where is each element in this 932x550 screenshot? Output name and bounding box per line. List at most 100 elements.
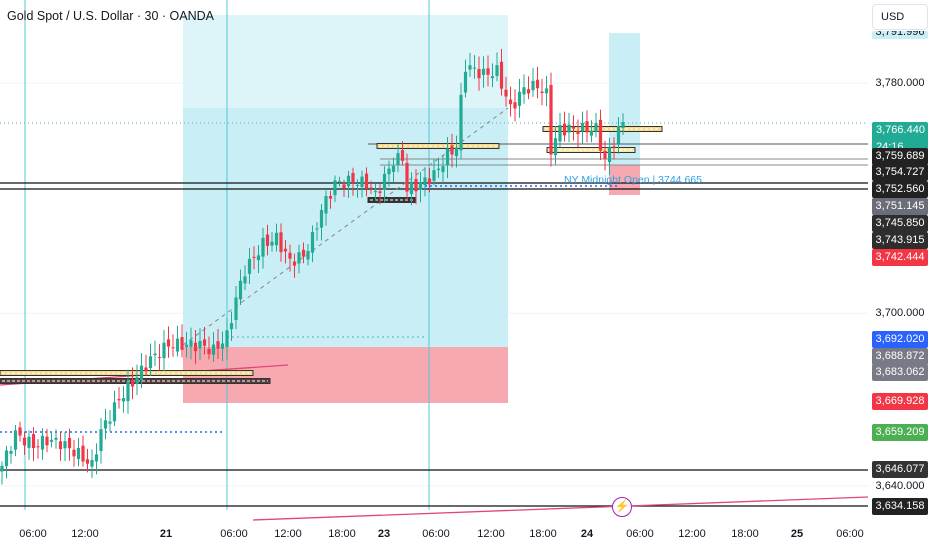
candle-body bbox=[31, 434, 36, 449]
candle-body bbox=[589, 130, 594, 136]
candle-body bbox=[409, 181, 414, 195]
candle-body bbox=[436, 168, 441, 171]
candle-body bbox=[481, 68, 486, 75]
candle-body bbox=[495, 65, 499, 76]
candle-body bbox=[490, 76, 495, 79]
candle-body bbox=[328, 195, 333, 199]
candle-body bbox=[531, 80, 535, 91]
candle-body bbox=[144, 367, 148, 372]
price-tick-label: 3,640.000 bbox=[875, 479, 925, 492]
candle-body bbox=[364, 173, 369, 189]
candle-body bbox=[526, 89, 531, 94]
candle-body bbox=[283, 248, 288, 252]
candle-body bbox=[234, 297, 238, 320]
candle-body bbox=[211, 344, 216, 355]
price-marker-label: 3,683.062 bbox=[872, 364, 928, 381]
candle-body bbox=[18, 427, 22, 436]
price-marker-label: 3,688.872 bbox=[872, 348, 928, 365]
trend-line bbox=[252, 496, 869, 521]
candle-body bbox=[441, 166, 445, 173]
candle-body bbox=[414, 179, 418, 192]
candle-body bbox=[319, 210, 324, 228]
candle-body bbox=[342, 184, 346, 189]
candle-body bbox=[90, 460, 94, 467]
candle-body bbox=[396, 153, 400, 165]
fvg-box bbox=[0, 370, 254, 376]
time-tick-label: 18:00 bbox=[731, 528, 759, 540]
candle-body bbox=[81, 445, 85, 462]
time-tick-label: 12:00 bbox=[678, 528, 706, 540]
candle-body bbox=[153, 353, 157, 356]
candle-body bbox=[238, 280, 243, 300]
candle-body bbox=[549, 84, 553, 155]
price-marker-label: 3,754.727 bbox=[872, 164, 928, 181]
candle-body bbox=[274, 232, 279, 246]
candle-body bbox=[463, 71, 468, 93]
candle-body bbox=[504, 89, 508, 97]
price-marker-label: 3,743.915 bbox=[872, 232, 928, 249]
candle-body bbox=[522, 87, 526, 95]
candle-body bbox=[130, 379, 135, 387]
lightning-icon[interactable]: ⚡ bbox=[612, 497, 632, 517]
candle-body bbox=[76, 448, 81, 460]
ny-midnight-open-label: NY Midnight Open | 3744.665 bbox=[564, 174, 702, 186]
candle-body bbox=[355, 184, 360, 186]
candle-body bbox=[135, 377, 139, 384]
symbol-title[interactable]: Gold Spot / U.S. Dollar · 30 · OANDA bbox=[7, 9, 215, 23]
price-marker-label: 3,751.145 bbox=[872, 198, 928, 215]
candle-body bbox=[49, 439, 54, 442]
price-tick-label: 3,791.996 bbox=[872, 31, 928, 39]
candle-body bbox=[184, 344, 189, 347]
candle-body bbox=[427, 178, 432, 185]
target-zone-upper bbox=[183, 15, 508, 108]
candle-body bbox=[310, 232, 315, 253]
candle-body bbox=[220, 343, 225, 349]
candle-body bbox=[513, 102, 517, 109]
candle-body bbox=[157, 356, 162, 358]
candle-body bbox=[166, 339, 171, 347]
time-tick-label: 12:00 bbox=[274, 528, 302, 540]
candle-body bbox=[40, 435, 45, 450]
time-tick-label: 25 bbox=[790, 528, 804, 540]
candle-body bbox=[612, 146, 616, 148]
time-tick-label: 18:00 bbox=[529, 528, 557, 540]
price-marker-label: 3,742.444 bbox=[872, 249, 928, 266]
candle-body bbox=[324, 196, 328, 214]
candle-body bbox=[22, 437, 27, 446]
candle-body bbox=[4, 450, 9, 467]
candle-body bbox=[256, 255, 261, 261]
time-tick-label: 23 bbox=[377, 528, 391, 540]
candle-body bbox=[387, 168, 391, 175]
stop-zone-small bbox=[609, 165, 640, 195]
currency-button[interactable]: USD bbox=[872, 4, 928, 30]
candle-body bbox=[202, 339, 207, 346]
time-tick-label: 24 bbox=[580, 528, 594, 540]
candle-body bbox=[315, 228, 319, 230]
candle-body bbox=[99, 429, 103, 452]
candle-body bbox=[576, 130, 580, 135]
candle-body bbox=[571, 126, 576, 129]
price-marker-label: 3,759.689 bbox=[872, 148, 928, 165]
price-marker-label: 3,752.560 bbox=[872, 181, 928, 198]
candle-body bbox=[454, 147, 459, 157]
candle-body bbox=[198, 340, 202, 349]
candle-body bbox=[607, 147, 612, 163]
candle-body bbox=[472, 67, 477, 69]
candle-body bbox=[85, 459, 90, 464]
candle-body bbox=[207, 348, 211, 355]
candle-body bbox=[121, 398, 126, 402]
candle-body bbox=[175, 338, 180, 352]
candle-body bbox=[432, 170, 436, 181]
candle-body bbox=[373, 190, 378, 193]
candle-body bbox=[112, 402, 117, 422]
candle-body bbox=[418, 182, 423, 190]
candle-body bbox=[459, 94, 463, 151]
candle-body bbox=[562, 123, 567, 136]
candle-body bbox=[162, 342, 166, 359]
price-marker-label: 3,745.850 bbox=[872, 215, 928, 232]
candle-body bbox=[117, 398, 121, 401]
candle-body bbox=[351, 172, 355, 183]
candle-body bbox=[292, 261, 297, 266]
price-marker-label: 3,692.020 bbox=[872, 331, 928, 348]
